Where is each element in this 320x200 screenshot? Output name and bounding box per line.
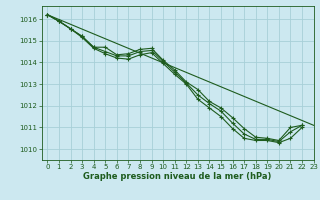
X-axis label: Graphe pression niveau de la mer (hPa): Graphe pression niveau de la mer (hPa) — [84, 172, 272, 181]
